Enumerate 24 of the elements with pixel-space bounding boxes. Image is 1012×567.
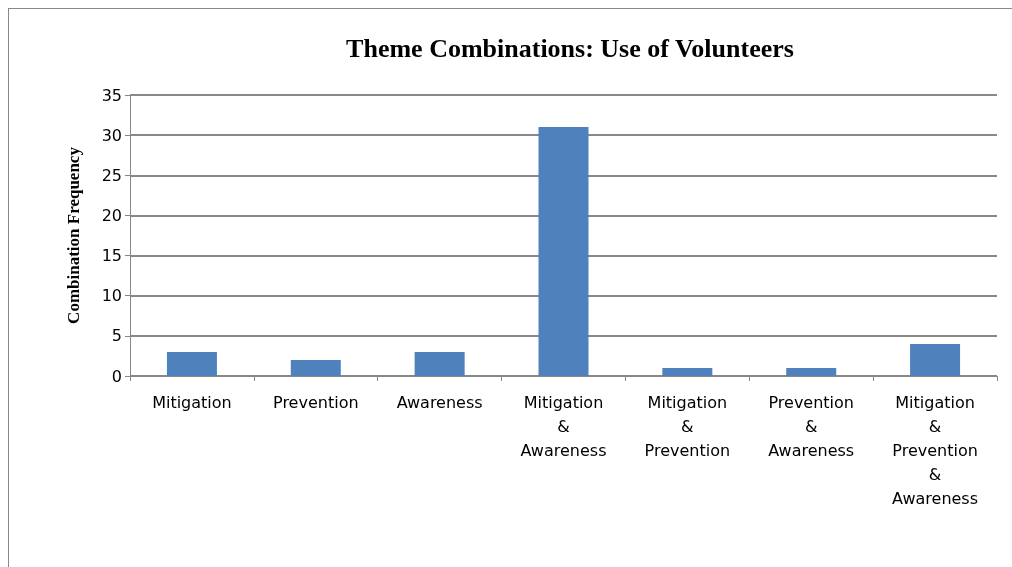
bar [910,343,961,376]
y-tick-label: 20 [101,205,122,225]
bar [414,351,465,376]
x-tick-label: Prevention & Awareness [768,392,855,460]
bar [538,127,589,376]
chart-title: Theme Combinations: Use of Volunteers [346,33,794,63]
y-tick-label: 5 [111,326,122,346]
x-tick-label: Mitigation & Awareness [520,392,607,460]
y-tick-label: 35 [101,85,122,105]
y-tick-label: 25 [101,165,122,185]
y-tick-label: 0 [111,366,122,386]
x-tick-label: Mitigation & Prevention & Awareness [892,392,979,508]
bar [786,367,837,376]
x-tick-label: Mitigation [152,392,232,412]
x-tick-label: Mitigation & Prevention [644,392,731,460]
y-tick-label: 30 [101,125,122,145]
x-tick-label: Prevention [273,392,359,412]
bar [662,367,713,376]
bar [166,351,217,376]
y-tick-label: 10 [101,286,122,306]
bar [290,359,341,376]
y-tick-label: 15 [101,246,122,266]
x-tick-label: Awareness [396,392,483,412]
y-axis-title: Combination Frequency [64,146,83,324]
